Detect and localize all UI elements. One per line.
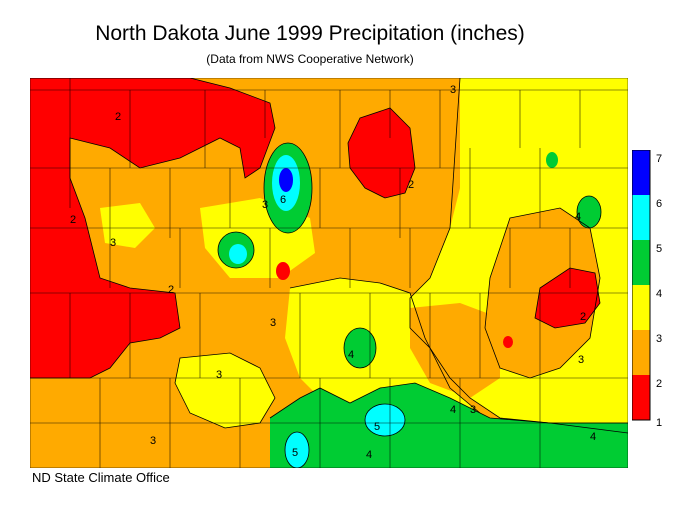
contour-label-6-a: 6 — [280, 194, 286, 206]
contour-label-3-b: 3 — [262, 199, 268, 211]
contour-label-5-a: 5 — [292, 447, 298, 459]
contour-label-2-b: 2 — [70, 214, 76, 226]
green-region-south — [270, 383, 628, 468]
contour-label-2-d: 2 — [168, 284, 174, 296]
map-title: North Dakota June 1999 Precipitation (in… — [95, 22, 525, 45]
red-area-central — [276, 262, 290, 280]
contour-label-3-f: 3 — [470, 404, 476, 416]
legend-band-4-5 — [632, 240, 650, 285]
contour-label-5-b: 5 — [374, 421, 380, 433]
contour-label-2-e: 2 — [580, 311, 586, 323]
legend-tick-2: 2 — [656, 378, 662, 390]
contour-value-labels: 2 2 2 2 2 3 3 3 3 3 3 3 3 4 4 4 4 4 5 5 … — [70, 84, 596, 461]
legend-band-1-2 — [632, 375, 650, 420]
contour-label-3-a: 3 — [450, 84, 456, 96]
contour-label-2-c: 2 — [408, 179, 414, 191]
legend-tick-7: 7 — [656, 153, 662, 165]
yellow-region-westcentral — [100, 203, 155, 248]
red-area-southeast — [503, 336, 513, 348]
green-area-east-small — [546, 152, 558, 168]
blue-area-max — [279, 168, 293, 192]
legend-band-5-6 — [632, 195, 650, 240]
contour-label-3-c: 3 — [110, 237, 116, 249]
legend-band-2-3 — [632, 330, 650, 375]
green-area-central — [344, 328, 376, 368]
legend-band-6-7 — [632, 150, 650, 195]
cyan-area-southwest — [285, 432, 309, 468]
legend-band-3-4 — [632, 285, 650, 330]
county-boundaries — [30, 78, 628, 468]
precipitation-map: 2 2 2 2 2 3 3 3 3 3 3 3 3 4 4 4 4 4 5 5 … — [30, 78, 628, 468]
cyan-area-west — [229, 244, 247, 264]
contour-label-4-c: 4 — [450, 404, 456, 416]
red-region-east — [535, 268, 600, 328]
legend-tick-6: 6 — [656, 198, 662, 210]
legend-frame — [632, 150, 651, 421]
legend-tick-5: 5 — [656, 243, 662, 255]
contour-label-3-g: 3 — [216, 369, 222, 381]
contour-label-4-a: 4 — [348, 349, 354, 361]
credit-footer: ND State Climate Office — [32, 470, 170, 485]
red-region-west — [30, 78, 275, 378]
green-area-northeast — [577, 196, 601, 228]
legend-tick-4: 4 — [656, 288, 662, 300]
cyan-area-south — [365, 404, 405, 436]
contour-label-3-d: 3 — [270, 317, 276, 329]
color-legend: 7 6 5 4 3 2 1 — [632, 150, 662, 429]
legend-tick-1: 1 — [656, 417, 662, 429]
contour-label-4-d: 4 — [590, 431, 596, 443]
contour-label-4-b: 4 — [575, 211, 581, 223]
legend-tick-3: 3 — [656, 333, 662, 345]
red-region-north — [348, 108, 415, 198]
contour-label-2-a: 2 — [115, 111, 121, 123]
map-subtitle: (Data from NWS Cooperative Network) — [206, 52, 414, 66]
orange-region-south-central — [410, 303, 500, 398]
contour-label-4-e: 4 — [366, 449, 372, 461]
contour-label-3-h: 3 — [150, 435, 156, 447]
contour-label-3-e: 3 — [578, 354, 584, 366]
